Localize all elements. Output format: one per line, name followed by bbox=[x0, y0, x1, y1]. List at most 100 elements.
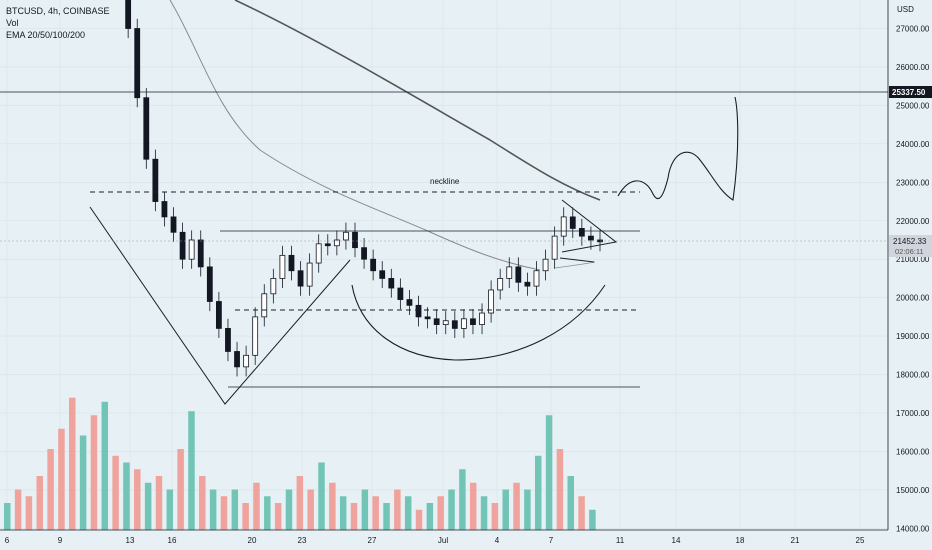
candle-body bbox=[252, 316, 259, 356]
volume-bar bbox=[491, 503, 499, 530]
time-tick-label: 11 bbox=[616, 536, 625, 545]
candle-body bbox=[406, 299, 413, 306]
price-tick-label: 20000.00 bbox=[896, 294, 930, 303]
level-marker[interactable]: 25337.50 bbox=[889, 86, 932, 98]
time-tick-label: 16 bbox=[168, 536, 177, 545]
candle-body bbox=[125, 0, 132, 29]
volume-bars bbox=[4, 397, 596, 530]
candle-body bbox=[261, 293, 268, 318]
ema-50-line bbox=[554, 261, 596, 269]
candle-body bbox=[197, 239, 204, 268]
volume-bar bbox=[394, 489, 401, 530]
price-tick-label: 26000.00 bbox=[896, 63, 930, 72]
candle-body bbox=[551, 235, 558, 260]
candle-body bbox=[134, 28, 141, 99]
candle-body bbox=[379, 270, 386, 279]
volume-bar bbox=[134, 469, 141, 530]
candle-body bbox=[161, 201, 168, 218]
volume-bar bbox=[502, 489, 509, 530]
time-tick-label: Jul bbox=[438, 536, 448, 545]
ema-lines bbox=[169, 0, 601, 271]
volume-bar bbox=[567, 476, 574, 530]
neckline-label: neckline bbox=[430, 177, 460, 186]
ema-indicator-label[interactable]: EMA 20/50/100/200 bbox=[6, 30, 86, 40]
last-price-marker: 21452.33 02:06:11 bbox=[889, 235, 932, 257]
candle-body bbox=[361, 247, 367, 260]
time-tick-label: 9 bbox=[58, 536, 63, 545]
candle-countdown: 02:06:11 bbox=[895, 247, 924, 256]
candle-body bbox=[451, 320, 458, 329]
volume-bar bbox=[69, 397, 76, 530]
candle-body bbox=[306, 262, 313, 287]
volume-bar bbox=[459, 469, 466, 530]
volume-bar bbox=[166, 489, 174, 530]
ema-100-line bbox=[169, 0, 541, 271]
price-tick-label: 22000.00 bbox=[896, 217, 930, 226]
volume-bar bbox=[469, 482, 477, 530]
volume-bar bbox=[14, 489, 22, 530]
price-tick-label: 15000.00 bbox=[896, 486, 930, 495]
volume-bar bbox=[112, 455, 119, 530]
cup-arc[interactable] bbox=[351, 284, 606, 361]
volume-bar bbox=[123, 462, 130, 530]
candle-body bbox=[206, 266, 213, 302]
volume-bar bbox=[556, 449, 564, 530]
candle-body bbox=[588, 235, 594, 241]
candle-body bbox=[270, 278, 277, 295]
last-price-value: 21452.33 bbox=[893, 237, 927, 246]
volume-bar bbox=[25, 496, 33, 530]
time-tick-label: 18 bbox=[736, 536, 745, 545]
candle-body bbox=[524, 281, 531, 287]
candle-body bbox=[225, 328, 231, 352]
volume-bar bbox=[285, 489, 293, 530]
volume-bar bbox=[47, 449, 54, 530]
time-tick-label: 21 bbox=[791, 536, 800, 545]
volume-bar bbox=[545, 415, 553, 530]
drawings[interactable] bbox=[0, 91, 888, 405]
triangle-pattern[interactable] bbox=[559, 199, 618, 263]
candle-body bbox=[569, 216, 576, 229]
time-tick-label: 23 bbox=[298, 536, 307, 545]
price-tick-label: 27000.00 bbox=[896, 25, 930, 34]
candle-body bbox=[497, 278, 504, 291]
time-tick-label: 4 bbox=[495, 536, 500, 545]
candle-body bbox=[506, 266, 513, 279]
volume-bar bbox=[242, 503, 249, 530]
candle-body bbox=[315, 243, 322, 264]
volume-bar bbox=[90, 415, 98, 530]
candle-body bbox=[542, 258, 549, 272]
price-tick-label: 17000.00 bbox=[896, 409, 930, 418]
volume-bar bbox=[253, 482, 260, 530]
v-bottom-pattern[interactable] bbox=[89, 206, 351, 405]
price-tick-label: 23000.00 bbox=[896, 178, 930, 187]
price-tick-label: 16000.00 bbox=[896, 447, 930, 456]
price-tick-label: 24000.00 bbox=[896, 140, 930, 149]
candle-body bbox=[424, 316, 431, 320]
volume-bar bbox=[188, 411, 195, 530]
price-axis-ticks: 27000.00 26000.00 25000.00 24000.00 23000.00… bbox=[896, 25, 930, 534]
projection-path[interactable] bbox=[617, 96, 739, 201]
candle-body bbox=[560, 216, 567, 237]
volume-bar bbox=[513, 482, 520, 530]
volume-indicator-label[interactable]: Vol bbox=[6, 18, 19, 28]
time-tick-label: 27 bbox=[368, 536, 377, 545]
volume-bar bbox=[220, 496, 228, 530]
candle-body bbox=[188, 239, 195, 260]
candle-body bbox=[179, 231, 186, 260]
candle-body bbox=[470, 318, 476, 325]
volume-bar bbox=[79, 435, 87, 530]
volume-bar bbox=[155, 476, 163, 530]
candle-body bbox=[243, 354, 250, 368]
candle-body bbox=[433, 318, 440, 325]
volume-bar bbox=[339, 496, 347, 530]
volume-bar bbox=[329, 482, 336, 530]
symbol-title[interactable]: BTCUSD, 4h, COINBASE bbox=[6, 6, 110, 16]
candles bbox=[125, 0, 603, 377]
candle-body bbox=[152, 158, 159, 202]
candle-body bbox=[460, 318, 467, 329]
candle-body bbox=[297, 270, 304, 287]
candle-body bbox=[397, 287, 404, 300]
